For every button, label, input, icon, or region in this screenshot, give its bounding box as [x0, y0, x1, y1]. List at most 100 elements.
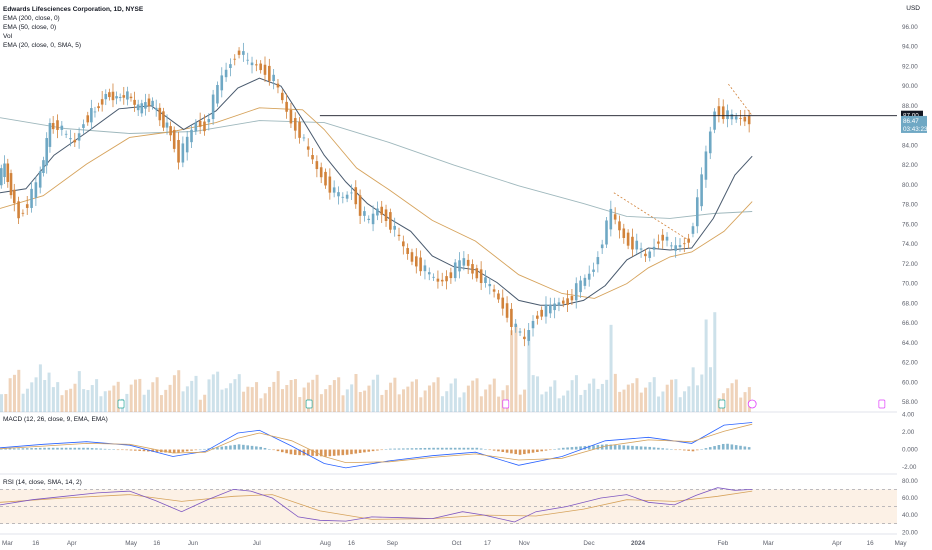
- volume-bar: [73, 383, 77, 412]
- volume-bar: [674, 379, 678, 412]
- macd-histogram-bar: [319, 449, 323, 457]
- macd-histogram-bar: [341, 449, 345, 456]
- y-tick-label: 78.00: [902, 202, 918, 209]
- volume-bar: [108, 390, 112, 412]
- volume-bar: [207, 379, 211, 412]
- volume-bar: [155, 377, 159, 412]
- candle-body: [462, 258, 466, 266]
- macd-histogram-bar: [151, 449, 154, 452]
- volume-bar: [319, 394, 323, 412]
- macd-histogram-bar: [687, 449, 690, 451]
- y-tick-label: 76.00: [902, 221, 918, 228]
- macd-histogram-bar: [644, 446, 647, 450]
- volume-bar: [536, 376, 540, 412]
- candle-body: [510, 308, 513, 327]
- candle-body: [622, 228, 626, 238]
- candle-body: [657, 241, 660, 244]
- candle-body: [393, 225, 396, 230]
- candle-body: [194, 122, 198, 132]
- candle-body: [60, 125, 64, 130]
- volume-bar: [168, 384, 172, 412]
- candle-body: [691, 226, 695, 234]
- macd-histogram-bar: [95, 448, 98, 450]
- macd-histogram-bar: [574, 446, 578, 450]
- candle-body: [315, 161, 319, 170]
- candle-body: [695, 197, 699, 227]
- macd-histogram-bar: [272, 449, 275, 451]
- x-tick-label: 2024: [631, 540, 646, 547]
- y-tick-label: 88.00: [902, 103, 918, 110]
- macd-histogram-bar: [721, 443, 725, 450]
- volume-bar: [553, 380, 557, 412]
- volume-bar: [402, 389, 406, 412]
- volume-bar: [730, 383, 734, 412]
- candle-body: [306, 146, 310, 150]
- volume-bar: [631, 383, 635, 412]
- volume-bar: [549, 386, 553, 412]
- volume-bar: [661, 391, 665, 412]
- volume-bar: [185, 386, 189, 412]
- candle-body: [410, 252, 414, 262]
- macd-histogram-bar: [440, 447, 444, 450]
- candle-body: [140, 103, 144, 114]
- macd-histogram-bar: [233, 444, 237, 450]
- macd-histogram-bar: [246, 445, 250, 450]
- candle-body: [466, 259, 470, 266]
- candle-body: [233, 58, 237, 60]
- volume-bar: [708, 367, 712, 412]
- macd-y-tick: 0.000: [902, 447, 918, 454]
- candle-body: [449, 272, 453, 279]
- candle-body: [21, 212, 25, 214]
- volume-bar: [280, 389, 284, 412]
- volume-bar: [691, 367, 695, 412]
- rsi-ma-line: [0, 490, 753, 520]
- macd-histogram-bar: [142, 449, 146, 452]
- candle-body: [224, 69, 228, 78]
- y-tick-label: 80.00: [902, 182, 918, 189]
- candle-body: [358, 195, 362, 216]
- macd-histogram-bar: [250, 445, 254, 450]
- volume-bar: [60, 395, 64, 412]
- trendline: [728, 83, 753, 116]
- candle-body: [45, 138, 48, 166]
- macd-histogram-bar: [505, 449, 509, 453]
- candle-body: [350, 192, 353, 194]
- candle-body: [488, 284, 492, 287]
- volume-bar: [557, 398, 561, 412]
- volume-bar: [43, 380, 47, 412]
- candle-body: [177, 140, 180, 163]
- macd-histogram-bar: [622, 445, 626, 450]
- candle-body: [652, 246, 656, 250]
- macd-histogram-bar: [56, 447, 59, 450]
- macd-histogram-bar: [116, 449, 120, 451]
- candle-body: [118, 96, 122, 98]
- candle-body: [505, 303, 509, 318]
- macd-histogram-bar: [354, 449, 358, 454]
- volume-bar: [657, 396, 661, 412]
- volume-bar: [695, 385, 699, 412]
- macd-histogram-bar: [661, 448, 665, 450]
- candle-body: [397, 234, 401, 237]
- candle-body: [158, 107, 162, 121]
- candle-body: [540, 309, 543, 317]
- volume-bar: [579, 394, 583, 412]
- candle-body: [293, 118, 297, 131]
- volume-bar: [194, 375, 198, 412]
- macd-histogram-bar: [155, 449, 159, 452]
- candle-body: [518, 331, 522, 333]
- volume-bar: [103, 391, 107, 412]
- volume-bar: [648, 382, 652, 412]
- earnings-marker: [502, 399, 510, 409]
- candle-body: [122, 95, 126, 98]
- legend-ema50: EMA (50, close, 0): [3, 24, 57, 31]
- macd-histogram-bar: [670, 449, 673, 450]
- candle-body: [104, 93, 108, 100]
- x-tick-label: Sep: [387, 540, 399, 547]
- macd-histogram-bar: [198, 449, 202, 451]
- volume-bar: [56, 382, 60, 412]
- candle-body: [246, 59, 250, 61]
- volume-bar: [272, 381, 276, 412]
- macd-histogram-bar: [514, 449, 518, 455]
- candle-body: [289, 109, 293, 124]
